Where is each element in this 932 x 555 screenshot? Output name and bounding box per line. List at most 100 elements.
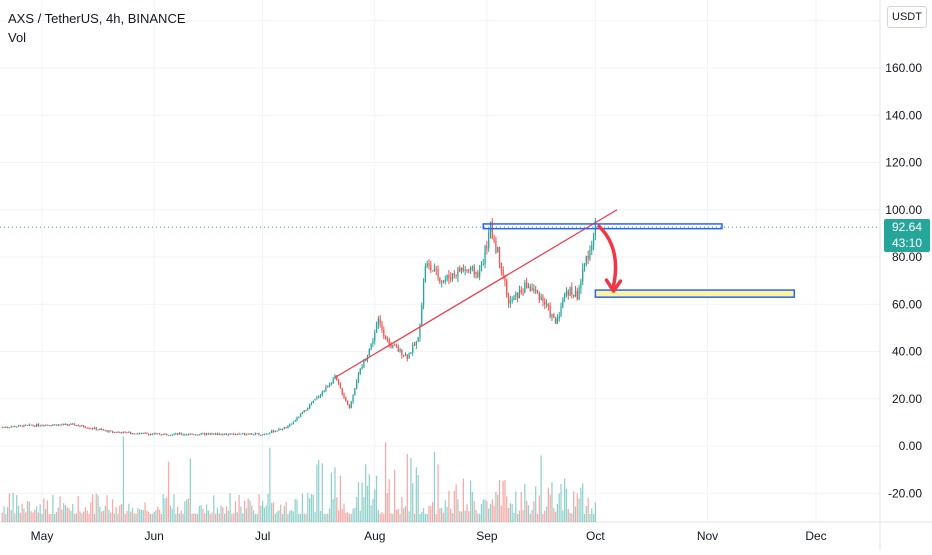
volume-bar (148, 511, 150, 522)
candle-body (86, 427, 88, 429)
candle-body (484, 245, 486, 264)
candle-body (92, 428, 94, 430)
candle-body (516, 293, 519, 299)
candle-body (545, 303, 548, 305)
candle-body (61, 424, 63, 426)
volume-bar (157, 506, 159, 522)
candle-body (457, 268, 459, 277)
volume-bar (323, 513, 325, 522)
bar-countdown-label: 43:10 (891, 236, 923, 250)
candle-body (200, 433, 202, 435)
candle-body (307, 408, 309, 411)
candle-body (430, 265, 432, 271)
candle-body (486, 245, 488, 249)
volume-bar (162, 494, 164, 522)
volume-bar (582, 483, 584, 522)
volume-bar (191, 513, 193, 522)
candle-body (397, 347, 399, 352)
volume-bar (10, 510, 12, 522)
candle-body (562, 298, 564, 307)
volume-bar (265, 505, 267, 522)
volume-bar (430, 506, 432, 522)
volume-bar (126, 510, 128, 522)
candle-body (104, 430, 106, 432)
candle-body (82, 425, 85, 428)
candle-body (412, 344, 414, 353)
candle-body (196, 434, 199, 436)
candle-body (560, 306, 562, 317)
candle-body (1, 427, 3, 429)
volume-bar (34, 509, 36, 522)
candle-body (426, 263, 428, 267)
volume-bar (486, 501, 488, 522)
volume-bar (421, 511, 423, 522)
candle-body (180, 433, 182, 435)
volume-bar (178, 513, 181, 522)
volume-bar (558, 493, 560, 522)
volume-bar (166, 497, 168, 522)
candle-body (413, 344, 416, 346)
candle-body (247, 433, 249, 435)
candle-body (582, 268, 584, 282)
volume-bar (202, 508, 204, 522)
candle-body (7, 427, 9, 429)
candle-body (110, 430, 112, 432)
volume-bar (480, 504, 483, 522)
candle-body (153, 433, 155, 435)
volume-bar (21, 503, 23, 522)
volume-bar (516, 513, 519, 522)
volume-bar (30, 511, 32, 522)
volume-bar (72, 503, 74, 522)
arrow-head (604, 278, 623, 293)
candle-body (160, 434, 162, 436)
candle-body (70, 423, 72, 425)
candle-body (64, 423, 67, 425)
candle-body (278, 428, 280, 431)
volume-bar (500, 505, 502, 522)
candle-body (343, 394, 345, 398)
volume-bar (502, 480, 504, 522)
candle-body (375, 325, 378, 333)
volume-bar (3, 506, 5, 522)
candle-body (151, 433, 153, 435)
candle-body (345, 397, 347, 401)
volume-bar (176, 506, 179, 522)
candle-body (173, 434, 175, 436)
candle-body (254, 433, 257, 435)
volume-bar (216, 507, 219, 522)
volume-bar (251, 505, 253, 522)
volume-indicator-label[interactable]: Vol (8, 30, 27, 45)
candle-body (187, 434, 190, 436)
volume-bar (113, 513, 115, 522)
volume-bar (408, 511, 410, 522)
volume-bar (563, 478, 566, 522)
candle-body (578, 288, 580, 300)
volume-bar (310, 494, 313, 522)
volume-bar (352, 508, 354, 522)
candle-body (240, 433, 242, 435)
candle-body (448, 275, 450, 279)
candle-body (292, 421, 295, 424)
candle-body (252, 434, 255, 436)
candle-body (558, 316, 560, 319)
volume-bar (368, 474, 370, 522)
volume-bar (388, 479, 390, 522)
candle-body (207, 433, 210, 435)
volume-bar (357, 482, 360, 522)
candle-body (404, 354, 407, 356)
volume-bar (120, 504, 123, 522)
candle-body (390, 344, 392, 348)
y-tick-label: 120.00 (885, 156, 922, 170)
candle-body (271, 430, 273, 433)
volume-bar (403, 508, 405, 522)
symbol-title[interactable]: AXS / TetherUS, 4h, BINANCE (8, 11, 186, 26)
currency-button[interactable]: USDT (887, 6, 927, 28)
candle-body (113, 431, 115, 433)
candle-body (126, 432, 128, 434)
volume-bar (44, 508, 47, 522)
candle-body (55, 424, 58, 426)
candle-body (233, 433, 235, 435)
volume-bar (158, 509, 161, 522)
